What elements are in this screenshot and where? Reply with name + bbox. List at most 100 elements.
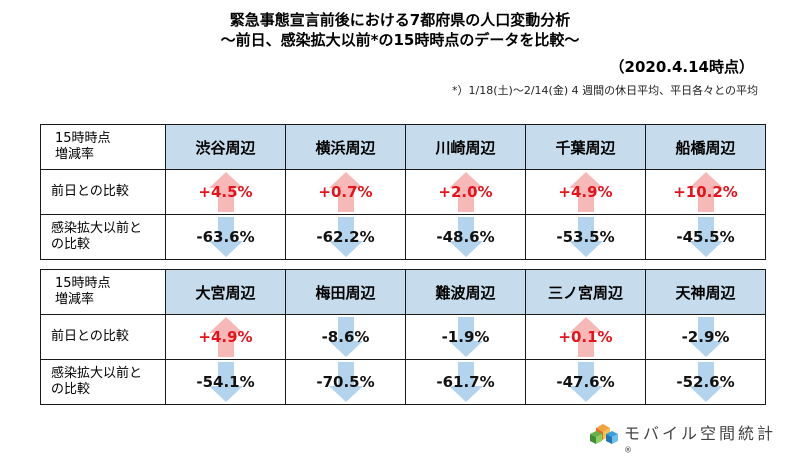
- change-value: +4.5%: [198, 183, 253, 201]
- table-row: 前日との比較 +4.9% -8.6% -1.9% +0.1% -2.9%: [40, 314, 766, 360]
- row-label: 前日との比較: [40, 169, 166, 215]
- value-cell: -61.7%: [405, 359, 526, 405]
- change-value: -52.6%: [676, 373, 735, 391]
- row-label-line1: 感染拡大以前と: [51, 221, 143, 236]
- change-value: -2.9%: [681, 328, 730, 346]
- arrow-up-icon: [568, 172, 603, 212]
- arrow-up-icon: [688, 172, 723, 212]
- page-title: 緊急事態宣言前後における7都府県の人口変動分析: [229, 11, 571, 29]
- arrow-down-icon: [448, 317, 483, 357]
- value-cell: -54.1%: [165, 359, 286, 405]
- area-header: 天神周辺: [645, 269, 766, 315]
- header-label-line1: 15時時点: [55, 276, 111, 291]
- table-header-row: 15時時点 増減率 渋谷周辺 横浜周辺 川崎周辺 千葉周辺 船橋周辺: [40, 124, 766, 170]
- row-label-line1: 感染拡大以前と: [51, 366, 143, 381]
- value-cell: -47.6%: [525, 359, 646, 405]
- value-cell: +0.1%: [525, 314, 646, 360]
- value-cell: -2.9%: [645, 314, 766, 360]
- change-value: -1.9%: [441, 328, 490, 346]
- arrow-up-icon: [208, 317, 243, 357]
- arrow-down-icon: [568, 217, 603, 257]
- change-value: +4.9%: [198, 328, 253, 346]
- header-label-cell: 15時時点 増減率: [40, 269, 166, 315]
- arrow-up-icon: [448, 172, 483, 212]
- arrow-down-icon: [448, 217, 483, 257]
- area-header: 大宮周辺: [165, 269, 286, 315]
- change-value: +0.7%: [318, 183, 373, 201]
- footnote: *）1/18(土)〜2/14(金) 4 週間の休日平均、平日各々との平均: [452, 84, 758, 97]
- arrow-down-icon: [208, 217, 243, 257]
- brand-logo: モバイル空間統計 ®: [588, 416, 778, 455]
- arrow-down-icon: [208, 362, 243, 402]
- change-value: -53.5%: [556, 228, 615, 246]
- change-value: -70.5%: [316, 373, 375, 391]
- value-cell: -52.6%: [645, 359, 766, 405]
- value-cell: +4.9%: [165, 314, 286, 360]
- header-label-line1: 15時時点: [55, 131, 111, 146]
- comparison-table-1: 15時時点 増減率 渋谷周辺 横浜周辺 川崎周辺 千葉周辺 船橋周辺 前日との比…: [40, 124, 766, 260]
- value-cell: -48.6%: [405, 214, 526, 260]
- value-cell: -1.9%: [405, 314, 526, 360]
- table-row: 前日との比較 +4.5% +0.7% +2.0% +4.9% +10.2%: [40, 169, 766, 215]
- arrow-down-icon: [688, 362, 723, 402]
- value-cell: +4.9%: [525, 169, 646, 215]
- change-value: +2.0%: [438, 183, 493, 201]
- change-value: +4.9%: [558, 183, 613, 201]
- row-label-line2: の比較: [51, 237, 91, 252]
- change-value: -61.7%: [436, 373, 495, 391]
- header-label-cell: 15時時点 増減率: [40, 124, 166, 170]
- arrow-down-icon: [688, 317, 723, 357]
- row-label: 感染拡大以前と の比較: [40, 214, 166, 260]
- area-header: 難波周辺: [405, 269, 526, 315]
- value-cell: -70.5%: [285, 359, 406, 405]
- arrow-up-icon: [328, 172, 363, 212]
- change-value: +0.1%: [558, 328, 613, 346]
- value-cell: -62.2%: [285, 214, 406, 260]
- arrow-down-icon: [568, 362, 603, 402]
- value-cell: +10.2%: [645, 169, 766, 215]
- brand-name: モバイル空間統計 ®: [624, 420, 778, 460]
- change-value: -54.1%: [196, 373, 255, 391]
- change-value: -48.6%: [436, 228, 495, 246]
- area-header: 船橋周辺: [645, 124, 766, 170]
- change-value: -47.6%: [556, 373, 615, 391]
- arrow-down-icon: [448, 362, 483, 402]
- value-cell: +2.0%: [405, 169, 526, 215]
- cubes-logo-icon: [590, 424, 618, 444]
- header-label-line2: 増減率: [55, 147, 95, 162]
- arrow-down-icon: [328, 317, 363, 357]
- change-value: -63.6%: [196, 228, 255, 246]
- area-header: 三ノ宮周辺: [525, 269, 646, 315]
- value-cell: +4.5%: [165, 169, 286, 215]
- value-cell: -45.5%: [645, 214, 766, 260]
- area-header: 川崎周辺: [405, 124, 526, 170]
- area-header: 横浜周辺: [285, 124, 406, 170]
- value-cell: -53.5%: [525, 214, 646, 260]
- area-header: 千葉周辺: [525, 124, 646, 170]
- change-value: -45.5%: [676, 228, 735, 246]
- date-label: （2020.4.14時点）: [609, 58, 754, 76]
- row-label: 前日との比較: [40, 314, 166, 360]
- row-label-line2: の比較: [51, 382, 91, 397]
- arrow-up-icon: [568, 317, 603, 357]
- arrow-down-icon: [688, 217, 723, 257]
- value-cell: -8.6%: [285, 314, 406, 360]
- value-cell: +0.7%: [285, 169, 406, 215]
- table-row: 感染拡大以前と の比較 -63.6% -62.2% -48.6% -53.5% …: [40, 214, 766, 260]
- brand-name-text: モバイル空間統計: [624, 424, 777, 443]
- arrow-down-icon: [328, 217, 363, 257]
- change-value: -8.6%: [321, 328, 370, 346]
- arrow-up-icon: [208, 172, 243, 212]
- brand-mark: ®: [624, 445, 635, 455]
- arrow-down-icon: [328, 362, 363, 402]
- change-value: -62.2%: [316, 228, 375, 246]
- table-row: 感染拡大以前と の比較 -54.1% -70.5% -61.7% -47.6% …: [40, 359, 766, 405]
- area-header: 梅田周辺: [285, 269, 406, 315]
- row-label: 感染拡大以前と の比較: [40, 359, 166, 405]
- page-subtitle: 〜前日、感染拡大以前*の15時時点のデータを比較〜: [220, 31, 580, 49]
- value-cell: -63.6%: [165, 214, 286, 260]
- area-header: 渋谷周辺: [165, 124, 286, 170]
- change-value: +10.2%: [673, 183, 738, 201]
- comparison-table-2: 15時時点 増減率 大宮周辺 梅田周辺 難波周辺 三ノ宮周辺 天神周辺 前日との…: [40, 269, 766, 405]
- table-header-row: 15時時点 増減率 大宮周辺 梅田周辺 難波周辺 三ノ宮周辺 天神周辺: [40, 269, 766, 315]
